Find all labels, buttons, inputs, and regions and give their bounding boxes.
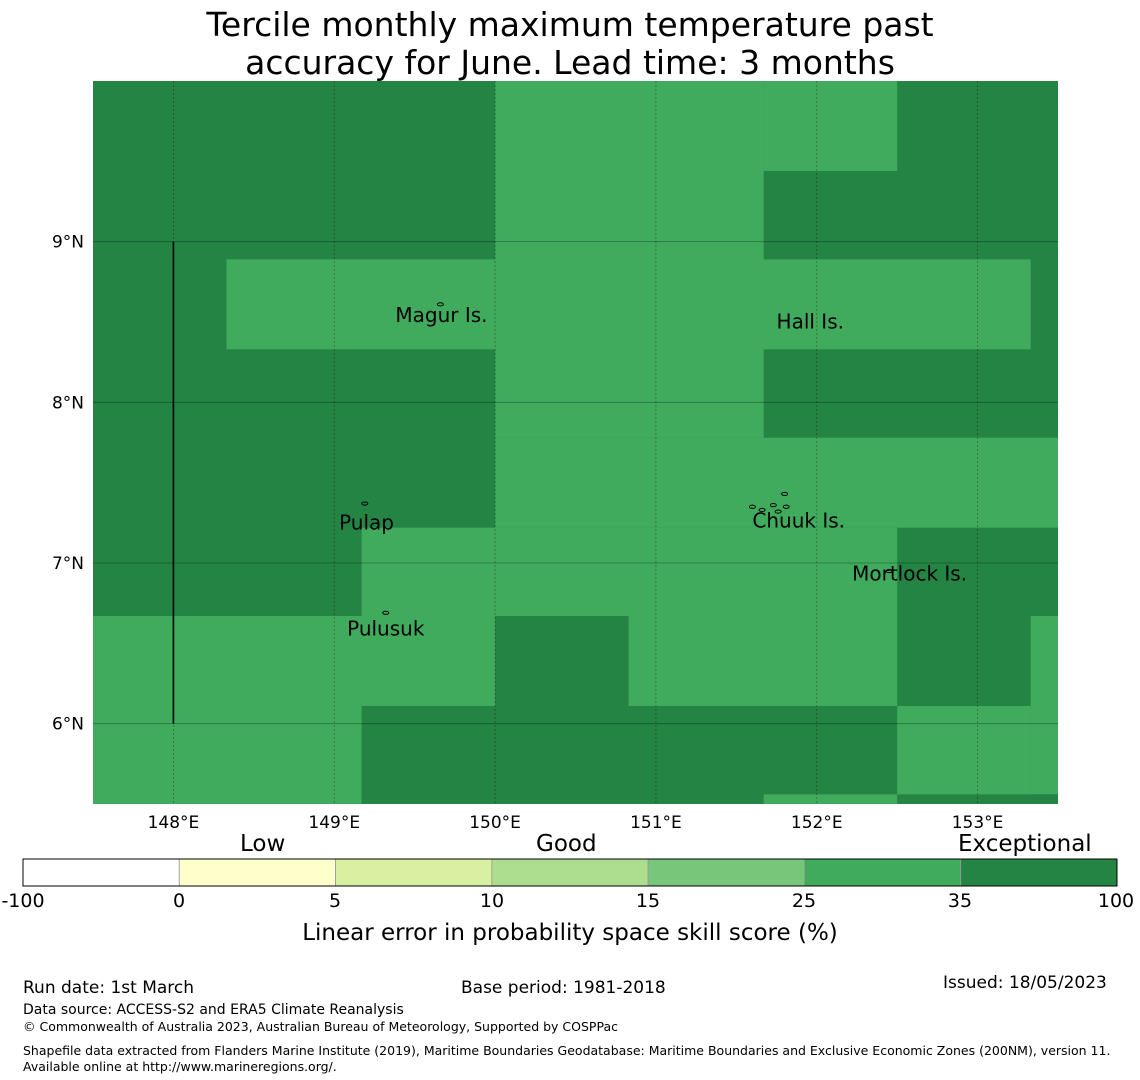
colorbar-segment [647, 858, 805, 887]
colorbar-tick-label: 100 [1097, 890, 1135, 912]
graticule [93, 81, 1058, 804]
base-period: Base period: 1981-2018 [461, 978, 666, 998]
skill-cell [1030, 794, 1058, 804]
lat-tick-label: 8°N [52, 393, 84, 413]
colorbar-segment [804, 858, 962, 887]
map-title-line-1: Tercile monthly maximum temperature past [206, 5, 934, 44]
lon-tick-label: 149°E [308, 813, 360, 830]
island-outline [781, 491, 789, 497]
island-outlines [361, 302, 893, 615]
island-outline [885, 568, 893, 574]
run-date: Run date: 1st March [23, 978, 195, 998]
lon-tick-label: 151°E [630, 813, 682, 830]
lat-tick-label: 7°N [52, 554, 84, 574]
island-outline [748, 504, 756, 509]
shapefile-credit: Shapefile data extracted from Flanders M… [23, 1043, 1111, 1074]
skill-score-map: Magur Is. Hall Is. Pulap Chuuk Is. Mortlock … [52, 81, 1058, 830]
colorbar-frame [22, 858, 1118, 887]
lon-tick-label: 152°E [791, 813, 843, 830]
skill-cell [763, 81, 898, 171]
colorbar-tick-label: 25 [791, 890, 817, 912]
island-outline [782, 504, 790, 509]
data-source: Data source: ACCESS-S2 and ERA5 Climate … [23, 1002, 404, 1018]
copyright: © Commonwealth of Australia 2023, Austra… [23, 1019, 618, 1034]
island-outline [758, 507, 766, 513]
colorbar-tick-label: 10 [479, 890, 505, 912]
colorbar-tick-label: 15 [635, 890, 661, 912]
colorbar-segment [22, 858, 180, 887]
map-title: Tercile monthly maximum temperature past… [0, 6, 1140, 82]
colorbar-label: Linear error in probability space skill … [302, 920, 838, 946]
lon-tick-label: 148°E [148, 813, 200, 830]
skill-cell [628, 616, 898, 706]
island-outline [382, 610, 390, 615]
place-label: Magur Is. [395, 303, 487, 327]
colorbar-segment [960, 858, 1118, 887]
lon-tick-label: 150°E [469, 813, 521, 830]
issued-date: Issued: 18/05/2023 [943, 973, 1107, 993]
skill-cell [93, 616, 496, 706]
place-label: Pulap [339, 510, 394, 534]
island-outline [361, 501, 369, 506]
place-label: Chuuk Is. [752, 509, 845, 533]
place-labels: Magur Is. Hall Is. Pulap Chuuk Is. Mortlock … [339, 303, 967, 640]
colorbar-tick-label: -100 [1, 890, 45, 912]
lon-tick-label: 153°E [952, 813, 1004, 830]
category-exceptional: Exceptional [958, 831, 1092, 857]
colorbar [22, 858, 1118, 887]
category-good: Good [536, 831, 597, 857]
island-outline [774, 509, 782, 514]
map-title-line-2: accuracy for June. Lead time: 3 months [245, 43, 895, 82]
colorbar-tick-label: 0 [172, 890, 186, 912]
place-label: Hall Is. [777, 309, 844, 333]
skill-cell [897, 705, 1031, 795]
skill-cell [763, 794, 898, 804]
skill-cell [361, 527, 898, 617]
island-outline [769, 503, 777, 508]
category-low: Low [240, 831, 286, 857]
skill-cell [495, 81, 764, 171]
colorbar-segment [178, 858, 336, 887]
lat-tick-label: 9°N [52, 233, 84, 253]
colorbar-segments [22, 858, 1118, 887]
colorbar-segment [491, 858, 649, 887]
latitude-tick-labels: 6°N 7°N 8°N 9°N [52, 233, 84, 735]
skill-cell [1030, 616, 1058, 795]
longitude-tick-labels: 148°E 149°E 150°E 151°E 152°E 153°E [148, 813, 1004, 830]
lat-tick-label: 6°N [52, 715, 84, 735]
skill-cell [93, 705, 362, 804]
skill-cell [495, 170, 764, 438]
colorbar-segment [335, 858, 493, 887]
colorbar-tick-label: 5 [328, 890, 342, 912]
colorbar-tick-label: 35 [947, 890, 973, 912]
island-outline [436, 302, 444, 307]
place-label: Pulusuk [347, 616, 425, 640]
place-label: Mortlock Is. [852, 562, 967, 586]
